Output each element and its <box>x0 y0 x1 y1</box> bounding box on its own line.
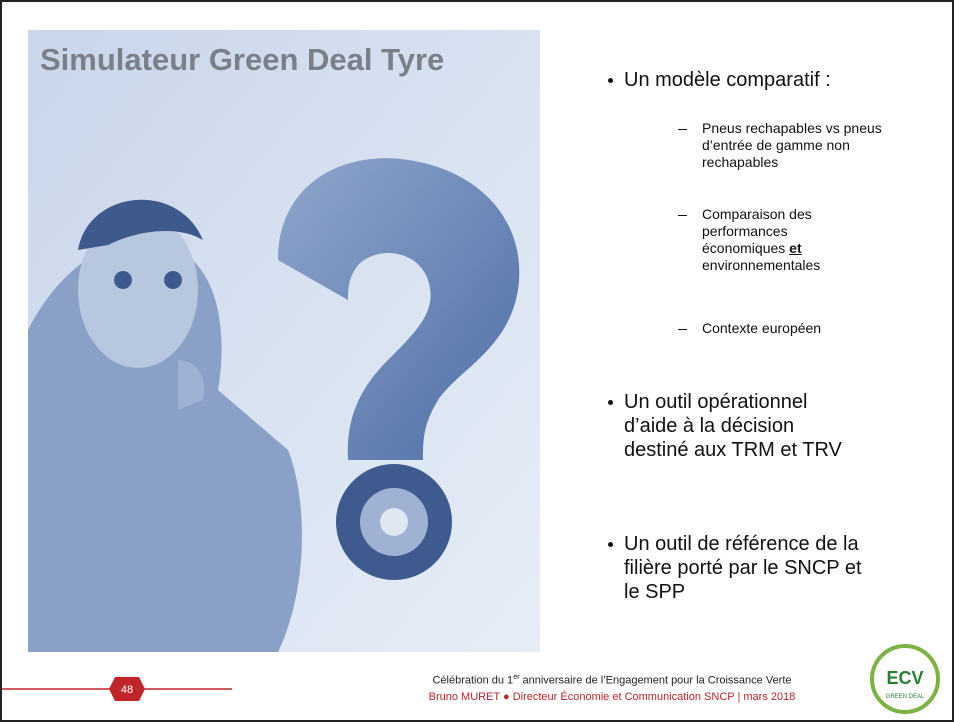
page: {"title":"Simulateur Green Deal Tyre", "… <box>0 0 954 722</box>
sub-text: environnementales <box>702 257 820 273</box>
logo-text: ECV <box>886 668 923 688</box>
emphasis: et <box>789 240 801 256</box>
footer-line: Célébration du 1er anniversaire de l’Eng… <box>262 674 954 687</box>
bullet: Un modèle comparatif : <box>624 68 874 92</box>
logo-subtext: GREEN DEAL <box>886 694 925 700</box>
sub-text: Pneus rechapables vs pneus d’entrée de g… <box>702 120 882 170</box>
footer-text: anniversaire de l’Engagement pour la Cro… <box>519 675 791 687</box>
illustration <box>28 30 540 652</box>
footer-text: Célébration du 1 <box>432 675 513 687</box>
sub-text: Contexte européen <box>702 320 821 336</box>
logo: ECV GREEN DEAL <box>870 644 940 714</box>
sub-bullet: Contexte européen <box>702 320 902 337</box>
page-marker: 48 <box>2 667 242 711</box>
footer-line: Bruno MURET ● Directeur Économie et Comm… <box>262 691 954 703</box>
sub-bullet: Comparaison des performances économiques… <box>702 206 832 274</box>
page-number: 48 <box>121 684 133 696</box>
slide: Simulateur Green Deal Tyre Un modèle com… <box>0 0 954 722</box>
title: Simulateur Green Deal Tyre <box>40 42 444 78</box>
bullet: Un outil de référence de la filière port… <box>624 532 874 604</box>
bullet: Un outil opérationnel d’aide à la décisi… <box>624 390 864 462</box>
sub-bullet: Pneus rechapables vs pneus d’entrée de g… <box>702 120 902 171</box>
